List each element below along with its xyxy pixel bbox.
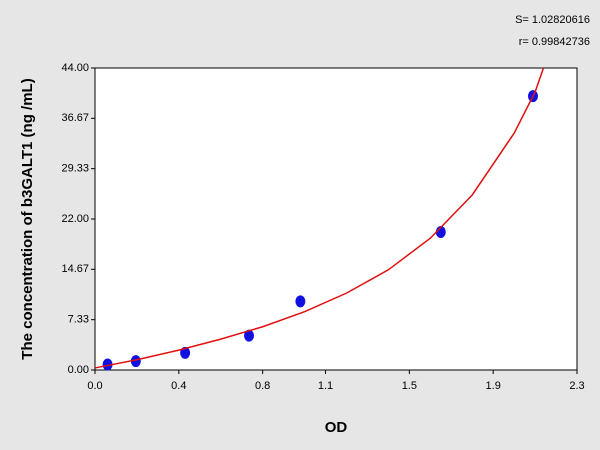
data-point [244, 329, 255, 342]
y-tick-label: 44.00 [61, 62, 89, 74]
x-tick-label: 1.5 [402, 380, 417, 392]
y-tick-label: 7.33 [68, 314, 89, 326]
y-axis-title: The concentration of b3GALT1 (ng /mL) [19, 78, 36, 359]
annotation: r= 0.99842736 [519, 36, 590, 48]
y-tick-label: 36.67 [61, 112, 89, 124]
x-tick-label: 1.9 [486, 380, 501, 392]
x-tick-label: 0.4 [171, 380, 186, 392]
x-tick-label: 0.0 [87, 380, 102, 392]
y-tick-label: 0.00 [68, 364, 89, 376]
fit-curve [94, 67, 545, 369]
x-axis-title: OD [325, 419, 348, 436]
x-tick-label: 1.1 [318, 380, 333, 392]
y-tick-label: 29.33 [61, 163, 89, 175]
x-tick-label: 2.3 [569, 380, 584, 392]
data-point [295, 295, 306, 308]
plot-area [94, 67, 578, 371]
x-tick-label: 0.8 [255, 380, 270, 392]
data-point [130, 355, 141, 368]
y-tick-label: 22.00 [61, 213, 89, 225]
data-point [102, 358, 113, 371]
annotation: S= 1.02820616 [515, 14, 590, 26]
y-tick-label: 14.67 [61, 263, 89, 275]
